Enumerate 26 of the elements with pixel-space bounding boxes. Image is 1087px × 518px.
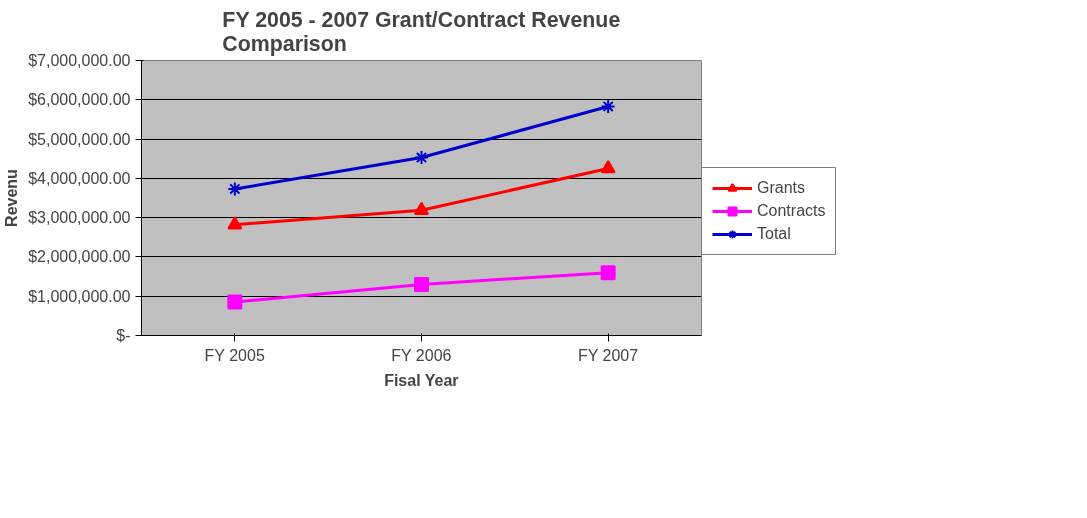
y-tick-label: $7,000,000.00 (28, 52, 131, 69)
point (227, 216, 243, 230)
y-tick-label: $5,000,000.00 (28, 130, 131, 148)
legend-label: Grants (757, 179, 806, 197)
point (600, 98, 616, 114)
point (600, 160, 616, 174)
y-tick-label: $6,000,000.00 (28, 91, 131, 109)
point (600, 265, 616, 281)
point (227, 294, 243, 310)
y-tick-label: $3,000,000.00 (28, 209, 131, 227)
point (414, 276, 429, 292)
x-tick-label: FY 2007 (577, 346, 639, 364)
point (414, 201, 429, 215)
y-axis-title: Revenu (3, 169, 21, 227)
legend-label: Total (757, 225, 791, 243)
x-tick-label: FY 2005 (204, 346, 265, 364)
y-tick-label: $2,000,000.00 (28, 248, 131, 266)
point (227, 181, 243, 197)
y-tick-label: $4,000,000.00 (28, 169, 131, 187)
x-tick-label: FY 2006 (391, 346, 452, 364)
y-tick-label: $1,000,000.00 (28, 287, 131, 305)
x-axis-title: Fisal Year (384, 371, 459, 389)
y-tick-label: $- (116, 327, 131, 344)
legend-label: Contracts (757, 202, 826, 220)
point (414, 150, 429, 166)
chart-title: FY 2005 - 2007 Grant/Contract Revenue Comparison (222, 7, 621, 56)
